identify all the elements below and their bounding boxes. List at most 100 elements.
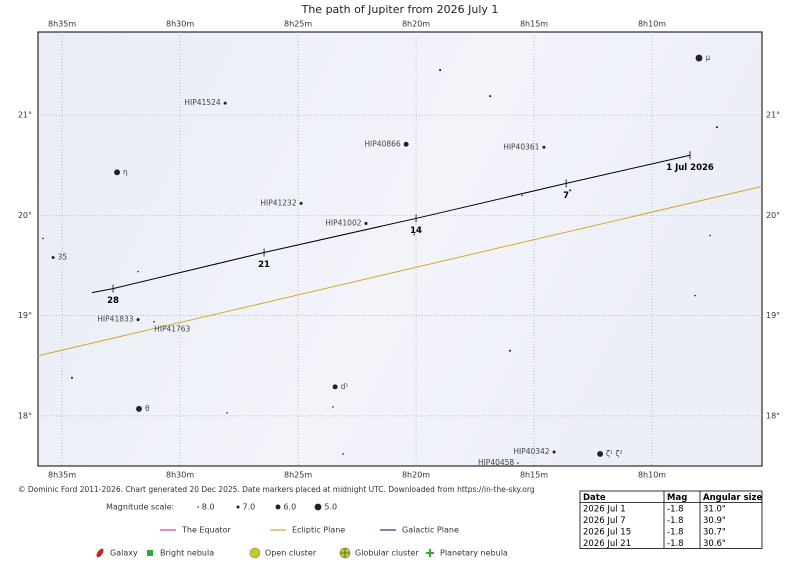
star-label: HIP40458 (478, 458, 514, 467)
y-tick-label: 21° (766, 111, 780, 120)
x-tick-label: 8h15m (520, 471, 548, 480)
legend-label: Globular cluster (355, 549, 419, 558)
x-tick-label: 8h30m (166, 471, 194, 480)
table-cell: 30.7" (703, 527, 726, 537)
nebula-icon (147, 550, 153, 556)
star (223, 101, 227, 105)
x-tick-label: 8h25m (284, 20, 312, 29)
date-label: 1 Jul 2026 (666, 163, 714, 173)
magnitude-label: 5.0 (324, 503, 337, 512)
star (413, 233, 415, 236)
table-cell: -1.8 (667, 527, 684, 537)
star (694, 294, 696, 297)
table-header: Mag (667, 493, 687, 503)
date-label: 28 (107, 296, 119, 306)
star (70, 376, 74, 379)
magnitude-label: 7.0 (243, 503, 256, 512)
x-tick-label: 8h35m (48, 471, 76, 480)
star-label: 35 (58, 253, 68, 262)
x-tick-label: 8h15m (520, 20, 548, 29)
y-tick-label: 18° (18, 411, 32, 420)
magnitude-dot (275, 504, 281, 510)
chart-title: The path of Jupiter from 2026 July 1 (301, 3, 499, 16)
jupiter-path (91, 154, 691, 294)
star (332, 406, 334, 408)
star (114, 169, 120, 176)
y-tick-label: 19° (18, 311, 32, 320)
globular-cross (340, 548, 350, 558)
star (489, 95, 492, 98)
planetary-icon (426, 549, 434, 557)
galaxy-icon (96, 548, 104, 558)
star (715, 126, 718, 129)
star-label: η (123, 167, 128, 176)
star-label: HIP41833 (97, 315, 133, 324)
star (695, 54, 703, 62)
y-tick-label: 18° (766, 411, 780, 420)
star (342, 453, 344, 455)
x-tick-label: 8h20m (402, 471, 430, 480)
x-tick-label: 8h20m (402, 20, 430, 29)
star (508, 349, 512, 352)
table-cell: -1.8 (667, 539, 684, 549)
magnitude-dot (314, 503, 322, 511)
star (42, 237, 44, 240)
date-label: 21 (258, 260, 270, 270)
magnitude-dot (197, 506, 199, 508)
table-cell: 30.6" (703, 539, 726, 549)
table-frame (579, 490, 763, 549)
star-label: HIP40342 (513, 447, 549, 456)
table-cell: -1.8 (667, 516, 684, 526)
star (332, 384, 338, 390)
x-tick-label: 8h10m (638, 20, 666, 29)
table-cell: 2026 Jul 21 (583, 539, 631, 549)
magnitude-scale-label: Magnitude scale: (106, 503, 174, 512)
star-label: μ (705, 53, 710, 62)
star-label: d¹ (341, 382, 349, 391)
star-label: ζ¹ ζ² (606, 449, 623, 458)
star (597, 451, 604, 457)
y-tick-label: 19° (766, 311, 780, 320)
table-cell: 30.9" (703, 516, 726, 526)
star (403, 141, 409, 147)
legend-label: Ecliptic Plane (292, 526, 345, 535)
star (136, 405, 142, 412)
star (364, 221, 368, 225)
table-cell: 31.0" (703, 504, 726, 514)
star (136, 318, 140, 322)
x-tick-label: 8h25m (284, 471, 312, 480)
magnitude-label: 6.0 (283, 503, 296, 512)
star (137, 270, 139, 273)
star (51, 255, 55, 260)
legend-label: Bright nebula (160, 549, 214, 558)
star-label: HIP41232 (260, 198, 296, 207)
open-cluster-icon (249, 547, 261, 559)
magnitude-dot (236, 505, 240, 509)
y-tick-label: 20° (18, 211, 32, 220)
star (226, 412, 228, 414)
star (521, 194, 523, 197)
legend-label: Galaxy (110, 549, 138, 558)
y-tick-label: 21° (18, 111, 32, 120)
star-label: θ (145, 404, 150, 413)
date-label: 7 (563, 191, 569, 201)
legend-label: Open cluster (265, 549, 317, 558)
credit: © Dominic Ford 2011-2026. Chart generate… (18, 485, 535, 494)
star-label: HIP41524 (184, 98, 220, 107)
star (569, 189, 572, 192)
table-header: Date (583, 493, 606, 503)
star (517, 462, 519, 464)
star (542, 145, 546, 149)
star (709, 234, 711, 237)
ecliptic-line (37, 185, 763, 357)
table-header: Angular size (703, 493, 762, 503)
magnitude-label: 8.0 (202, 503, 215, 512)
star (299, 201, 303, 205)
x-tick-label: 8h30m (166, 20, 194, 29)
table-cell: -1.8 (667, 504, 684, 514)
table-cell: 2026 Jul 1 (583, 504, 626, 514)
table-cell: 2026 Jul 15 (583, 527, 631, 537)
legend-label: Planetary nebula (440, 549, 508, 558)
star-label: HIP40866 (364, 139, 400, 148)
